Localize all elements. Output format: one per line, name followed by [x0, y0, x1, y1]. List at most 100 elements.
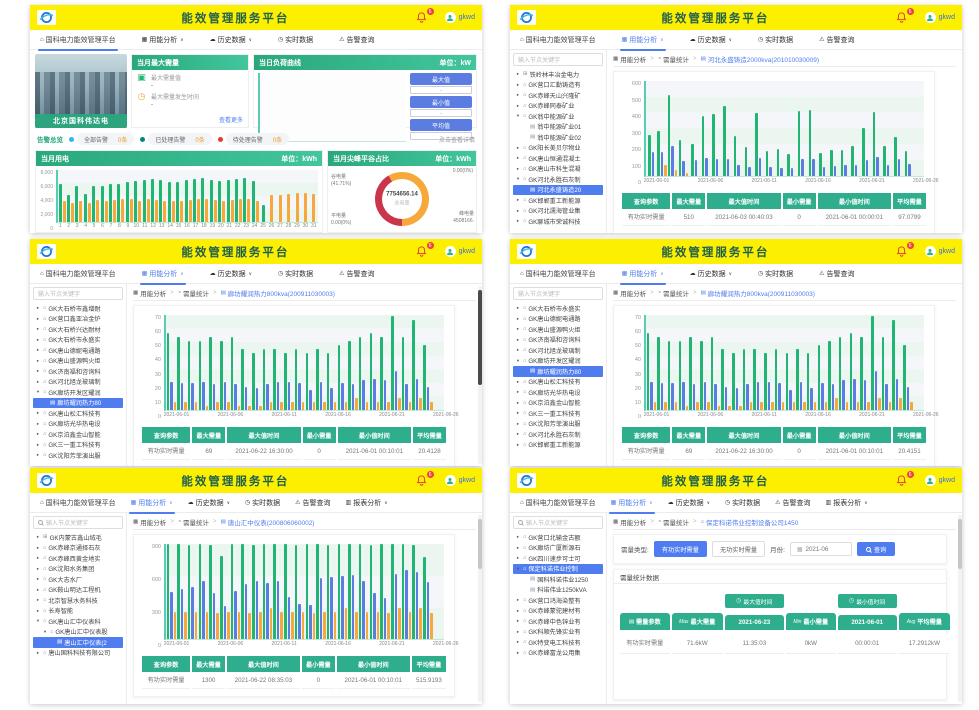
tree-item[interactable]: ▸ ⌂ GK沈阳水务集团 [33, 564, 123, 575]
tree-item[interactable]: ▸ ⌂ GK京泊鑫金山智能 [513, 398, 603, 409]
breadcrumb-item[interactable]: ▤ 河北永盛铸造2000kva(201010030009) [701, 54, 820, 64]
tree-item[interactable]: ▤ 河北永盛铸造20 [513, 184, 603, 195]
tree-item[interactable]: ▸ ⌂ GK赤峰富龙公用集 [513, 648, 603, 659]
tree-item[interactable]: ▸ ⌂ GK唐山盛源鸭火炬 [33, 356, 123, 367]
nav-item-1[interactable]: ▦ 用能分析 ∨ [619, 35, 666, 51]
tree-item[interactable]: ▸ ⌂ 长寿智能 [33, 606, 123, 617]
nav-item-1[interactable]: ▦ 用能分析 ∨ [142, 35, 184, 45]
tree-item[interactable]: ▾ ⌂ GK唐山汇中仪表科 [33, 616, 123, 627]
nav-item-3[interactable]: ◷ 实时数据 [278, 35, 313, 45]
alarm-detail-link[interactable]: 点击查看详情 [438, 137, 475, 144]
nav-item-4[interactable]: ⚠ 告警查询 [339, 35, 374, 45]
nav-item-2[interactable]: ☁ 历史数据 ∨ [690, 35, 732, 45]
tree-item[interactable]: ▸ ⌂ GK唐山德妮电通路 [513, 314, 603, 325]
nav-item-2[interactable]: ☁ 历史数据 ∨ [668, 498, 710, 508]
tree-item[interactable]: ▤ 翁中能源矿业01 [513, 122, 603, 133]
tree-item[interactable]: ▸ ⌂ GK河北旭龙玻璃制 [513, 345, 603, 356]
notification-bell-icon[interactable]: 6 [895, 242, 914, 258]
scrollbar-thumb[interactable] [478, 519, 482, 569]
reactive-demand-type-button[interactable]: 无功实时需量 [711, 541, 766, 557]
node-search-input[interactable]: 输入节点关键字 [33, 516, 123, 529]
nav-item-4[interactable]: ⚠ 告警查询 [339, 269, 374, 279]
tree-item[interactable]: ▸ ⌂ GK赤峰天山兴隆矿 [513, 90, 603, 101]
tree-item[interactable]: ▸ ⌂ GK唐山松汇科技有 [33, 408, 123, 419]
scrollbar-thumb[interactable] [958, 519, 962, 569]
tree-item[interactable]: ▾ ⌂ GK廊坊开发区耀润 [513, 356, 603, 367]
active-demand-type-button[interactable]: 有功实时需量 [653, 541, 707, 557]
tree-item[interactable]: ▸ ⌂ GK三一重工科技有 [33, 440, 123, 451]
nav-item-4[interactable]: ⚠ 告警查询 [819, 35, 854, 45]
nav-item-5[interactable]: ▥ 报表分析 ∨ [826, 498, 868, 508]
tree-item[interactable]: ▸ ⌂ GK廊坊光华热电设 [513, 387, 603, 398]
nav-item-1[interactable]: ▦ 用能分析 ∨ [619, 269, 666, 285]
tree-item[interactable]: ▸ ⌂ GK赤峰中色锌业有 [513, 616, 603, 627]
nav-item-4[interactable]: ⚠ 告警查询 [295, 498, 330, 508]
user-menu[interactable]: gkwd [924, 246, 955, 257]
nav-item-3[interactable]: ◷ 实时数据 [758, 269, 793, 279]
nav-item-3[interactable]: ◷ 实时数据 [278, 269, 313, 279]
user-menu[interactable]: gkwd [924, 475, 955, 486]
tree-item[interactable]: ▸ ⌂ GK邯郸重工新能源 [513, 195, 603, 206]
tree-item[interactable]: ▤ 翁中能源矿业02 [513, 132, 603, 143]
alarm-chip[interactable]: 待处理告警 0条 [217, 133, 290, 145]
scrollbar[interactable] [478, 286, 482, 464]
scrollbar[interactable] [478, 515, 482, 702]
tree-item[interactable]: ▸ ⌂ GK廊坊广厦新源石 [513, 543, 603, 554]
breadcrumb-item[interactable]: ▤ 廊坊耀润热力800kva(200911030003) [221, 288, 335, 298]
tree-item[interactable]: ▾ ⌂ GK翁中能源矿业 [513, 111, 603, 122]
tree-item[interactable]: ▸ ⌂ GK唐山松汇科技有 [513, 377, 603, 388]
node-search-input[interactable]: 输入节点关键字 [33, 287, 123, 300]
user-menu[interactable]: gkwd [924, 12, 955, 23]
node-search-input[interactable]: 输入节点关键字 [513, 516, 603, 529]
tree-item[interactable]: ▸ ⌂ GK廊坊光华热电设 [33, 419, 123, 430]
tree-item[interactable]: ▸ ⌂ GK沈阳芳菲演出服 [513, 419, 603, 430]
nav-item-1[interactable]: ▦ 用能分析 ∨ [608, 498, 655, 514]
nav-home[interactable]: ⌂ 国科电力能效管理平台 [40, 498, 116, 508]
notification-bell-icon[interactable]: 6 [415, 471, 434, 487]
tree-item[interactable]: ▸ ⌂ GK赤峰西黄金地实 [33, 553, 123, 564]
nav-item-3[interactable]: ◷ 实时数据 [245, 498, 280, 508]
nav-item-2[interactable]: ☁ 历史数据 ∨ [210, 35, 252, 45]
nav-item-1[interactable]: ▦ 用能分析 ∨ [139, 269, 186, 285]
tree-item[interactable]: ▸ ⌂ GK赤峰京通择石灰 [33, 543, 123, 554]
nav-home[interactable]: ⌂ 国科电力能效管理平台 [38, 35, 118, 51]
nav-item-4[interactable]: ⚠ 告警查询 [775, 498, 810, 508]
tree-item[interactable]: ▸ ⌂ GK鞍山明达工程机 [33, 585, 123, 596]
tree-item[interactable]: ▸ ⌂ GK赤峰同泰矿业 [513, 101, 603, 112]
tree-item[interactable]: ▸ ⌂ GK营口北输金古额 [513, 532, 603, 543]
nav-home[interactable]: ⌂ 国科电力能效管理平台 [520, 35, 596, 45]
tree-item[interactable]: ▾ ⌂ GK河北永胜石灰制 [513, 174, 603, 185]
tree-item[interactable]: ▸ ⌂ GK大石桥市鑫增耐 [33, 303, 123, 314]
tree-item[interactable]: ▸ ⊞ GK内蒙古鑫山绒毛 [33, 532, 123, 543]
tree-item[interactable]: ▤ 廊坊耀润热力80 [513, 366, 603, 377]
tree-item[interactable]: ▸ ⌂ GK大石桥市永盛实 [33, 335, 123, 346]
tree-item[interactable]: ▸ ⌂ GK河北永胜石灰制 [513, 429, 603, 440]
scrollbar[interactable] [958, 515, 962, 702]
nav-item-2[interactable]: ☁ 历史数据 ∨ [690, 269, 732, 279]
tree-item[interactable]: ▸ ⌂ GK四川速步可士可 [513, 553, 603, 564]
search-button[interactable]: 查询 [856, 542, 896, 556]
tree-item[interactable]: ▤ 唐山汇中仪表(2 [33, 637, 123, 648]
tree-item[interactable]: ▸ ⌂ GK济南福和咨询科 [33, 366, 123, 377]
tree-item[interactable]: ▸ ⌂ GK邯郸重工新能源 [513, 440, 603, 451]
tree-item[interactable]: ▾ ⌂ GK唐山汇中仪表股 [33, 627, 123, 638]
tree-item[interactable]: ▸ ⌂ GK唐山盛源鸭火炬 [513, 324, 603, 335]
notification-bell-icon[interactable]: 6 [895, 471, 914, 487]
user-menu[interactable]: gkwd [444, 12, 475, 23]
tree-item[interactable]: ▸ ⌂ GK营口鑫亚冶金炉 [33, 314, 123, 325]
tree-item[interactable]: ▸ ⌂ 唐山国科科技有限公司 [33, 648, 123, 659]
tree-item[interactable]: ▸ ⌂ GK河北旭龙玻璃制 [33, 377, 123, 388]
tree-item[interactable]: ▸ ⌂ GK营口鸿海染整有 [513, 595, 603, 606]
tree-item[interactable]: ▸ ⌂ 北京智慧水务科技 [33, 595, 123, 606]
breadcrumb-item[interactable]: ▤ 唐山汇中仪表(200806060002) [221, 517, 315, 527]
tree-item[interactable]: ▸ ⌂ GK河北濡海管业集 [513, 206, 603, 217]
tree-item[interactable]: ▸ ⌂ GK大志水厂 [33, 574, 123, 585]
alarm-chip[interactable]: 全部告警 0条 [69, 133, 135, 145]
tree-item[interactable]: ▸ ⌂ GK科顺先锋实业有 [513, 627, 603, 638]
nav-item-4[interactable]: ⚠ 告警查询 [819, 269, 854, 279]
nav-home[interactable]: ⌂ 国科电力能效管理平台 [40, 269, 116, 279]
notification-bell-icon[interactable]: 6 [415, 8, 434, 24]
min-value-button[interactable]: 最小值 [410, 96, 472, 108]
max-value-button[interactable]: 最大值 [410, 73, 472, 85]
nav-home[interactable]: ⌂ 国科电力能效管理平台 [520, 269, 596, 279]
